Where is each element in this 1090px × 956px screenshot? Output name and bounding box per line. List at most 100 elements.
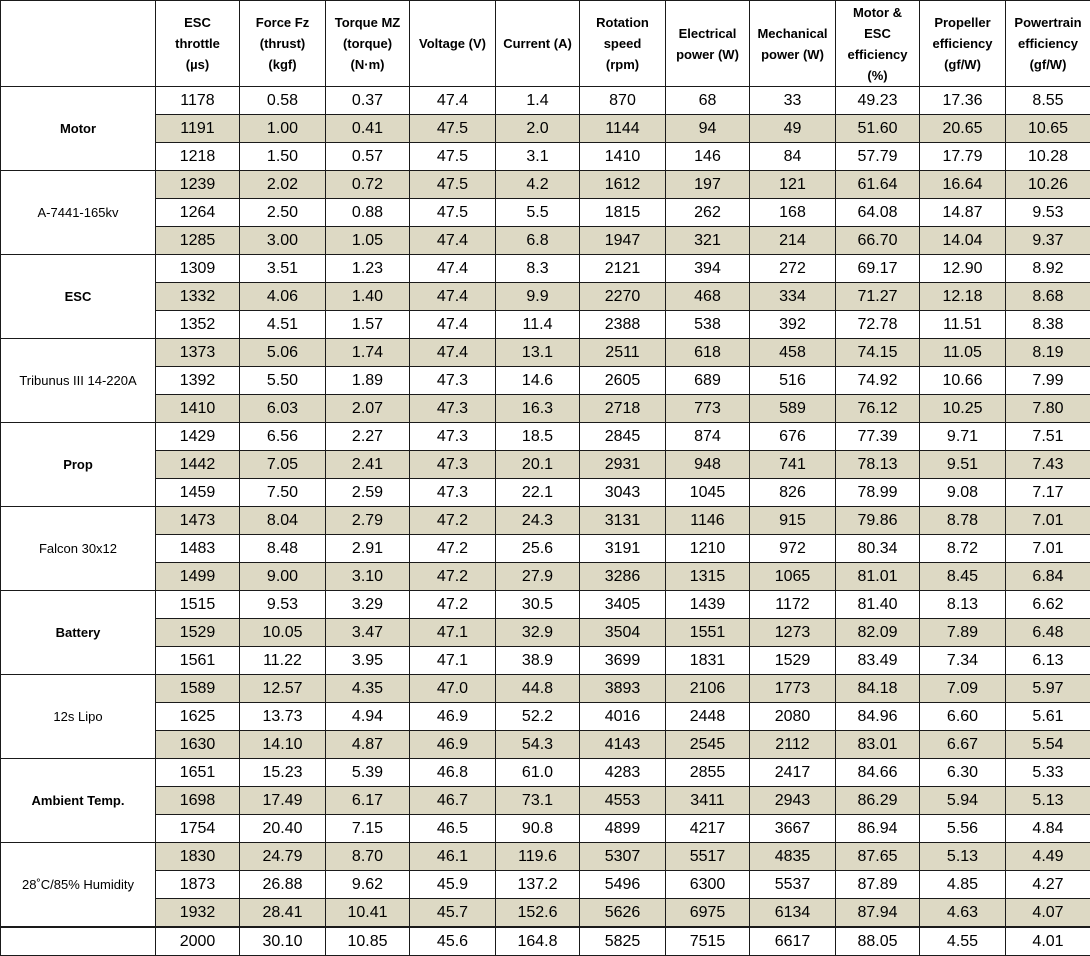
table-cell: 4.84 — [1005, 814, 1090, 843]
table-cell: 20.1 — [495, 450, 580, 479]
table-cell: 10.28 — [1005, 142, 1090, 171]
table-cell: 5.97 — [1005, 674, 1090, 703]
table-cell: 6.67 — [919, 730, 1006, 759]
table-cell: 272 — [749, 254, 836, 283]
table-cell: 1.57 — [325, 310, 410, 339]
table-cell: 6617 — [749, 926, 836, 956]
table-cell: 168 — [749, 198, 836, 227]
table-cell: 4.87 — [325, 730, 410, 759]
table-cell: 1830 — [155, 842, 240, 871]
table-cell: 2121 — [579, 254, 666, 283]
table-cell: 5.13 — [1005, 786, 1090, 815]
table-cell: 121 — [749, 170, 836, 199]
table-cell: 2106 — [665, 674, 750, 703]
table-cell: 1551 — [665, 618, 750, 647]
table-cell: 1773 — [749, 674, 836, 703]
table-cell: 1315 — [665, 562, 750, 591]
table-cell: 47.0 — [409, 674, 496, 703]
table-row: 1483 8.48 2.91 47.2 25.6 3191 1210 972 80.34 8.72… — [1, 534, 1090, 563]
table-cell: 394 — [665, 254, 750, 283]
table-cell: 82.09 — [835, 618, 920, 647]
table-cell: 4.85 — [919, 870, 1006, 899]
table-cell: 11.51 — [919, 310, 1006, 339]
table-cell: 197 — [665, 170, 750, 199]
table-cell: 2943 — [749, 786, 836, 815]
table-cell: 7.17 — [1005, 478, 1090, 507]
header-corner — [0, 0, 156, 87]
table-row: 2000 30.10 10.85 45.6 164.8 5825 7515 6617 88.05… — [0, 926, 1090, 956]
table-cell: 1932 — [155, 898, 240, 928]
table-cell: 52.2 — [495, 702, 580, 731]
table-row: 1264 2.50 0.88 47.5 5.5 1815 262 168 64.08 14.87 9… — [1, 198, 1090, 227]
table-row: 1352 4.51 1.57 47.4 11.4 2388 538 392 72.78 11.51… — [1, 310, 1090, 339]
table-cell: 262 — [665, 198, 750, 227]
table-cell: 741 — [749, 450, 836, 479]
table-cell: 3.47 — [325, 618, 410, 647]
table-cell: 870 — [579, 86, 666, 115]
table-cell: 689 — [665, 366, 750, 395]
table-cell: 1392 — [155, 366, 240, 395]
table-cell: 1815 — [579, 198, 666, 227]
table-cell: 14.6 — [495, 366, 580, 395]
table-cell: 6.8 — [495, 226, 580, 255]
table-cell: 4.51 — [239, 310, 326, 339]
table-cell: 8.68 — [1005, 282, 1090, 311]
table-cell: 4.35 — [325, 674, 410, 703]
table-cell: 334 — [749, 282, 836, 311]
table-cell: 12.18 — [919, 282, 1006, 311]
table-cell: 1651 — [155, 758, 240, 787]
table-cell: 10.25 — [919, 394, 1006, 423]
table-cell: 6.30 — [919, 758, 1006, 787]
table-cell: 10.41 — [325, 898, 410, 928]
table-cell: 8.48 — [239, 534, 326, 563]
table-cell: 2388 — [579, 310, 666, 339]
table-cell: 78.99 — [835, 478, 920, 507]
table-cell: 10.66 — [919, 366, 1006, 395]
table-cell: 1.50 — [239, 142, 326, 171]
table-cell: 46.1 — [409, 842, 496, 871]
table-cell: 3405 — [579, 590, 666, 619]
table-cell: 18.5 — [495, 422, 580, 451]
table-cell: 16.64 — [919, 170, 1006, 199]
table-cell: 8.04 — [239, 506, 326, 535]
table-cell: 119.6 — [495, 842, 580, 871]
table-cell: 3191 — [579, 534, 666, 563]
table-cell: 2545 — [665, 730, 750, 759]
table-cell: 47.3 — [409, 394, 496, 423]
table-cell: 3.95 — [325, 646, 410, 675]
group-label: Falcon 30x12 — [0, 506, 156, 591]
table-cell: 33 — [749, 86, 836, 115]
table-row: 1392 5.50 1.89 47.3 14.6 2605 689 516 74.92 10.66… — [1, 366, 1090, 395]
table-cell: 1529 — [155, 618, 240, 647]
group-label: ESC — [0, 254, 156, 339]
table-cell: 7.01 — [1005, 534, 1090, 563]
table-row: 1873 26.88 9.62 45.9 137.2 5496 6300 5537 87.89 4… — [1, 870, 1090, 899]
table-cell: 47.3 — [409, 450, 496, 479]
table-cell: 4.01 — [1005, 926, 1090, 956]
table-cell: 5.54 — [1005, 730, 1090, 759]
table-cell: 7.51 — [1005, 422, 1090, 451]
table-cell: 9.51 — [919, 450, 1006, 479]
table-cell: 86.94 — [835, 814, 920, 843]
table-cell: 1561 — [155, 646, 240, 675]
table-cell: 972 — [749, 534, 836, 563]
table-cell: 1373 — [155, 338, 240, 367]
table-cell: 3.1 — [495, 142, 580, 171]
table-cell: 1410 — [155, 394, 240, 423]
table-cell: 6.17 — [325, 786, 410, 815]
table-cell: 2.59 — [325, 478, 410, 507]
table-cell: 8.19 — [1005, 338, 1090, 367]
table-cell: 47.4 — [409, 226, 496, 255]
table-cell: 3286 — [579, 562, 666, 591]
table-cell: 1831 — [665, 646, 750, 675]
table-cell: 5496 — [579, 870, 666, 899]
table-cell: 3893 — [579, 674, 666, 703]
table-cell: 47.4 — [409, 254, 496, 283]
table-cell: 49 — [749, 114, 836, 143]
table-cell: 1630 — [155, 730, 240, 759]
table-row: Falcon 30x12 1473 8.04 2.79 47.2 24.3 3131 1146… — [0, 506, 1090, 591]
table-cell: 1439 — [665, 590, 750, 619]
table-row: 1499 9.00 3.10 47.2 27.9 3286 1315 1065 81.01 8.4… — [1, 562, 1090, 591]
table-cell: 66.70 — [835, 226, 920, 255]
table-cell: 47.5 — [409, 198, 496, 227]
